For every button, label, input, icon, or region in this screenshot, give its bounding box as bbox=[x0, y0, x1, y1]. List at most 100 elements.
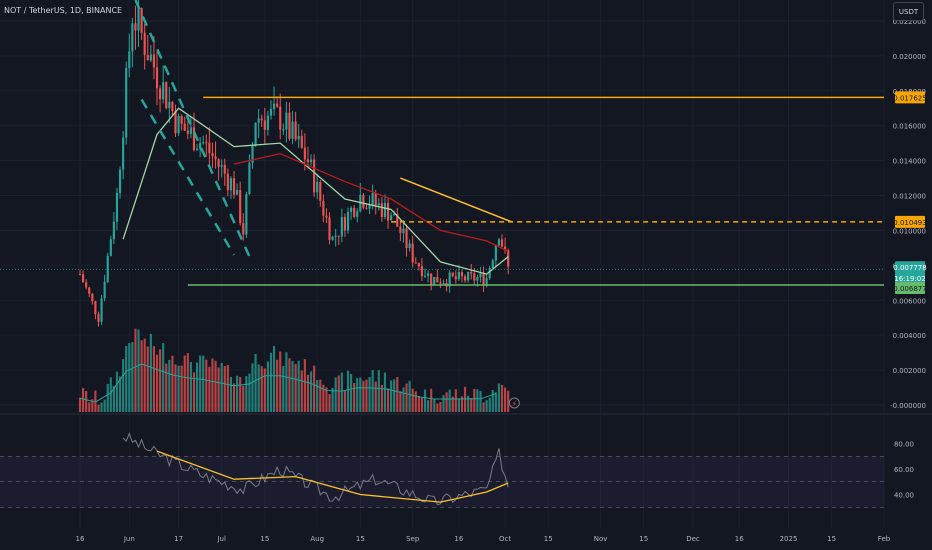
ema-long-line bbox=[233, 152, 509, 252]
volume-bar bbox=[365, 379, 368, 412]
volume-bar bbox=[288, 358, 291, 412]
volume-bar bbox=[223, 365, 226, 412]
time-tick-label: Nov bbox=[594, 535, 608, 543]
volume-bar bbox=[300, 370, 303, 412]
volume-bar bbox=[473, 388, 476, 412]
price-tick-label: 0.002000 bbox=[893, 367, 926, 375]
candle-body bbox=[386, 202, 390, 221]
volume-bar bbox=[313, 365, 316, 412]
candle-body bbox=[457, 272, 460, 280]
ema-short-line bbox=[122, 107, 509, 275]
candle-body bbox=[257, 118, 260, 123]
volume-bar bbox=[152, 346, 156, 412]
price-tick-label: -0.000000 bbox=[890, 402, 926, 410]
candle-body bbox=[174, 110, 177, 134]
candle-body bbox=[106, 255, 109, 283]
candle-body bbox=[239, 190, 242, 224]
volume-bar bbox=[236, 375, 239, 412]
volume-bar bbox=[420, 398, 424, 412]
volume-bar bbox=[106, 383, 109, 412]
candle-body bbox=[463, 276, 467, 281]
volume-bar bbox=[393, 379, 396, 412]
currency-button[interactable]: USDT bbox=[893, 2, 924, 21]
candle-body bbox=[500, 239, 504, 247]
volume-bar bbox=[245, 376, 248, 412]
resistance-top-label-bg bbox=[895, 91, 925, 104]
time-tick-label: 16 bbox=[76, 535, 85, 543]
volume-bar bbox=[454, 389, 457, 412]
volume-bar bbox=[171, 355, 174, 412]
candle-body bbox=[494, 245, 497, 261]
candle-body bbox=[128, 51, 131, 69]
candle-body bbox=[180, 115, 183, 124]
candle-body bbox=[192, 127, 196, 151]
volume-bar bbox=[276, 359, 279, 412]
candle-body bbox=[325, 215, 328, 218]
candle-body bbox=[248, 162, 251, 195]
candle-body bbox=[125, 68, 128, 138]
volume-bar bbox=[470, 398, 473, 412]
candle-body bbox=[393, 214, 396, 216]
volume-bar bbox=[269, 352, 273, 412]
volume-bar bbox=[337, 375, 340, 412]
volume-bar bbox=[319, 379, 322, 412]
volume-bar bbox=[103, 399, 106, 412]
candle-body bbox=[140, 8, 143, 33]
symbol-title[interactable]: NOT / TetherUS, 1D, BINANCE bbox=[4, 6, 123, 15]
time-tick-label: 15 bbox=[827, 535, 836, 543]
volume-bar bbox=[350, 374, 353, 412]
volume-bar bbox=[390, 380, 393, 412]
volume-bar bbox=[433, 399, 436, 412]
resistance-mid-label: 0.010493 bbox=[893, 219, 926, 227]
volume-bar bbox=[476, 389, 479, 412]
channel-line-lower bbox=[140, 98, 236, 256]
volume-bar bbox=[322, 384, 325, 412]
volume-bar bbox=[263, 368, 266, 412]
candlestick-series[interactable] bbox=[78, 0, 510, 327]
volume-bar bbox=[451, 396, 454, 412]
volume-bar bbox=[266, 361, 269, 412]
time-axis[interactable]: 16 Jun 17 Jul 15 Aug 15 Sep 16 Oct 15 Nov 15 Dec 16 202… bbox=[76, 535, 891, 543]
candle-body bbox=[294, 121, 297, 140]
candle-body bbox=[331, 236, 334, 240]
candle-body bbox=[420, 266, 424, 277]
rsi-pane[interactable] bbox=[0, 432, 884, 508]
price-tick-label: 0.016000 bbox=[893, 123, 926, 131]
candle-body bbox=[470, 271, 473, 274]
lightning-icon bbox=[508, 397, 520, 409]
volume-bar bbox=[306, 374, 310, 412]
candle-body bbox=[322, 200, 325, 216]
price-axis[interactable]: 0.0220000.0200000.0180000.0160000.014000… bbox=[890, 18, 926, 500]
candle-body bbox=[189, 127, 192, 134]
time-tick-label: Feb bbox=[878, 535, 891, 543]
time-tick-label: Oct bbox=[499, 535, 511, 543]
volume-bar bbox=[134, 328, 137, 412]
volume-bar bbox=[427, 400, 430, 412]
candle-body bbox=[343, 217, 346, 231]
candle-body bbox=[417, 263, 420, 267]
candle-body bbox=[260, 118, 263, 121]
price-tick-label: 0.022000 bbox=[893, 18, 926, 26]
candle-body bbox=[122, 137, 125, 170]
candle-body bbox=[380, 203, 383, 218]
candle-body bbox=[402, 228, 405, 234]
volume-bar bbox=[272, 345, 276, 412]
candle-body bbox=[269, 108, 273, 116]
current-price-label-bg bbox=[895, 261, 925, 274]
rsi-tick-label: 60.00 bbox=[894, 466, 914, 474]
time-tick-label: 15 bbox=[260, 535, 269, 543]
candle-body bbox=[423, 275, 427, 277]
candle-body bbox=[414, 262, 417, 264]
volume-bar bbox=[94, 390, 97, 412]
candle-body bbox=[390, 215, 393, 221]
volume-bar bbox=[229, 376, 233, 412]
candle-body bbox=[319, 181, 322, 201]
candle-body bbox=[371, 193, 374, 206]
candle-body bbox=[485, 278, 488, 285]
candle-body bbox=[448, 272, 451, 287]
countdown-label: 16:19:02 bbox=[894, 275, 925, 283]
candle-body bbox=[303, 147, 306, 160]
volume-bar bbox=[251, 363, 254, 412]
candle-body bbox=[199, 142, 202, 149]
